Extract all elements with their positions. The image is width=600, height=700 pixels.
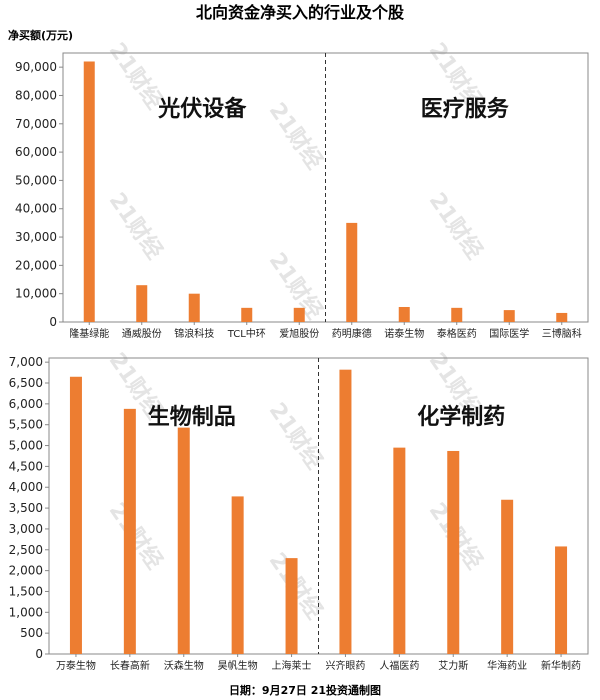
y-tick-label: 500	[20, 626, 43, 640]
x-category-label: 昊帆生物	[218, 659, 258, 672]
bar	[231, 496, 244, 654]
watermark-text: 21财经	[104, 188, 168, 264]
bar	[69, 376, 82, 654]
y-tick-label: 2,500	[9, 543, 43, 557]
bar	[556, 312, 568, 322]
bar	[501, 499, 514, 654]
bar	[188, 293, 200, 322]
y-tick-label: 70,000	[15, 117, 57, 131]
bar	[285, 558, 298, 654]
bar	[393, 447, 406, 654]
x-category-label: 泰格医药	[437, 327, 477, 340]
y-tick-label: 4,500	[9, 459, 43, 473]
y-tick-label: 0	[35, 647, 43, 661]
x-category-label: 人福医药	[379, 659, 419, 672]
y-tick-label: 60,000	[15, 145, 57, 159]
y-tick-label: 30,000	[15, 230, 57, 244]
bar	[503, 310, 515, 322]
panel-bottom: 0 500 1,000 1,500 2,000 2,500 3,000 3,500 4,000 4…	[9, 355, 589, 672]
group-label: 化学制药	[417, 404, 505, 430]
y-tick-label: 50,000	[15, 173, 57, 187]
group-label: 医疗服务	[421, 96, 510, 122]
bar	[83, 61, 95, 322]
x-category-label: 兴齐眼药	[325, 659, 365, 672]
x-category-label: 爱旭股份	[279, 327, 319, 340]
bar	[555, 546, 568, 654]
chart-title: 北向资金净买入的行业及个股	[196, 3, 405, 22]
bar	[339, 369, 352, 654]
bar	[136, 285, 148, 322]
x-category-label: 沃森生物	[164, 659, 204, 672]
bar	[447, 450, 460, 654]
x-category-label: 锦浪科技	[174, 327, 214, 340]
bar	[398, 306, 410, 322]
y-tick-label: 10,000	[15, 287, 57, 301]
y-tick-label: 20,000	[15, 258, 57, 272]
y-tick-label: 5,500	[9, 418, 43, 432]
y-axis-unit-label: 净买额(万元)	[8, 28, 73, 42]
y-tick-label: 2,000	[9, 564, 43, 578]
group-label: 光伏设备	[157, 96, 247, 122]
bar	[451, 307, 463, 322]
x-category-label: TCL中环	[227, 327, 266, 340]
y-tick-label: 5,000	[9, 439, 43, 453]
x-category-label: 国际医学	[489, 327, 529, 340]
y-tick-label: 40,000	[15, 202, 57, 216]
panel-top: 0 10,000 20,000 30,000 40,000 50,000 60,000 70,…	[15, 52, 589, 340]
y-tick-label: 6,000	[9, 397, 43, 411]
watermark-text: 21财经	[264, 98, 328, 174]
y-tick-label: 7,000	[9, 355, 43, 369]
y-tick-label: 0	[49, 315, 57, 329]
y-tick-label: 1,000	[9, 605, 43, 619]
x-category-label: 诺泰生物	[384, 327, 424, 340]
y-tick-label: 80,000	[15, 88, 57, 102]
x-category-label: 三博脑科	[542, 327, 582, 340]
x-category-label: 艾力斯	[438, 659, 468, 672]
bar	[177, 427, 190, 654]
bar	[346, 222, 358, 322]
y-tick-label: 3,000	[9, 522, 43, 536]
y-tick-label: 4,000	[9, 480, 43, 494]
source-caption: 日期：9月27日 21投资通制图	[229, 683, 381, 697]
x-category-label: 药明康德	[332, 327, 372, 340]
x-category-label: 通威股份	[122, 327, 162, 340]
y-tick-label: 90,000	[15, 60, 57, 74]
x-category-label: 万泰生物	[56, 659, 96, 672]
x-category-label: 华海药业	[487, 659, 527, 672]
x-category-label: 上海莱士	[272, 659, 312, 672]
bar	[123, 408, 136, 654]
watermark-text: 21财经	[424, 188, 488, 264]
x-category-label: 隆基绿能	[69, 327, 109, 340]
group-label: 生物制品	[148, 404, 236, 430]
x-category-label: 长春高新	[110, 659, 150, 672]
bar	[241, 307, 253, 322]
y-tick-label: 1,500	[9, 584, 43, 598]
x-category-label: 新华制药	[541, 659, 581, 672]
bar	[293, 307, 305, 322]
y-tick-label: 6,500	[9, 376, 43, 390]
y-tick-label: 3,500	[9, 501, 43, 515]
